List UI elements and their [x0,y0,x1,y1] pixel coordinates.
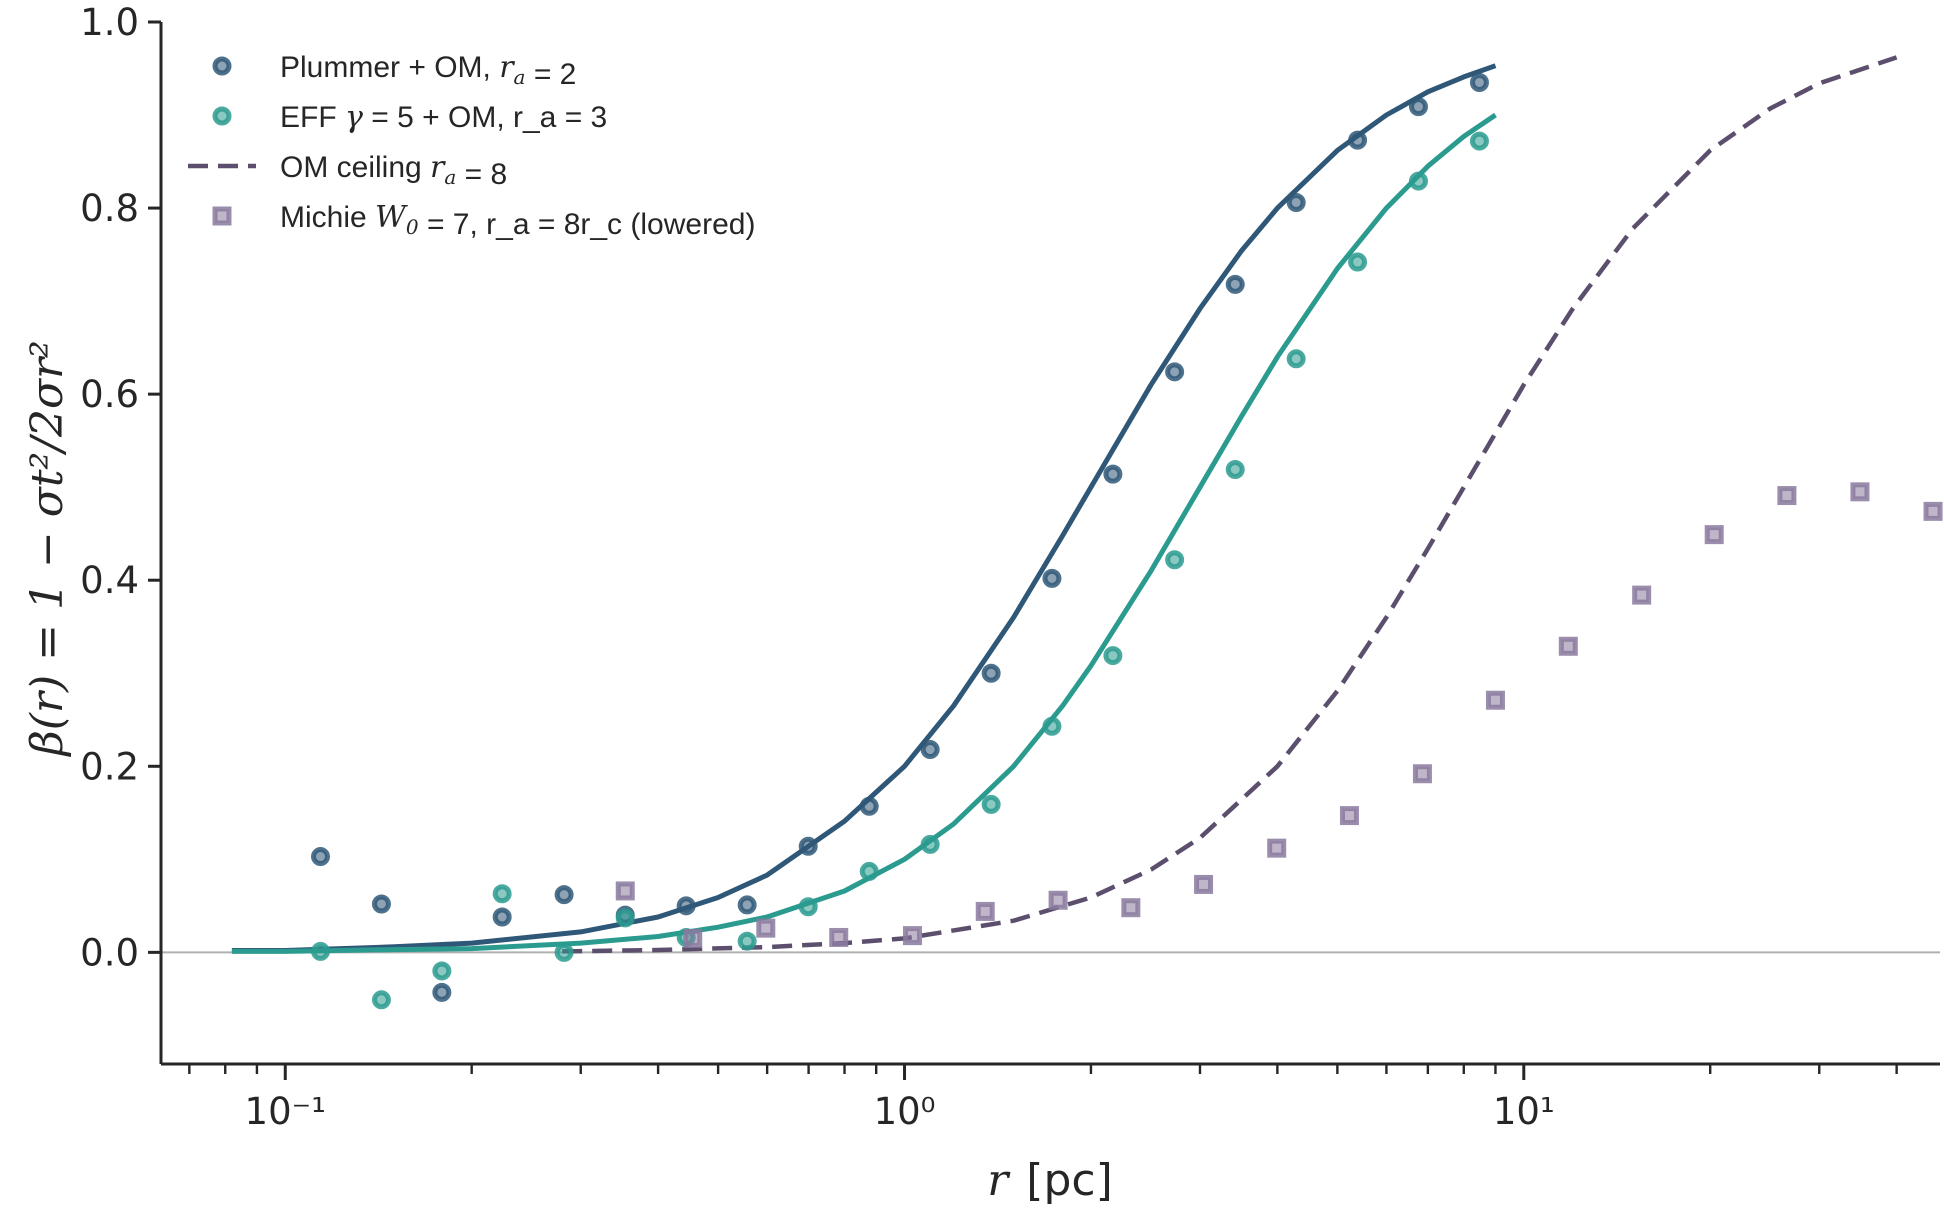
data-point-square [756,918,776,938]
data-point-square [829,927,849,947]
x-axis-label: r [pc] [987,1155,1113,1206]
data-point-circle [859,861,879,881]
y-axis-label: β(r) = 1 − σt²/2σr² [22,340,73,757]
data-point-circle [737,895,757,915]
data-point-circle [1042,716,1062,736]
legend-item-2: OM ceiling ra = 8 [188,150,507,191]
data-point-circle [798,897,818,917]
data-point-square [1558,636,1578,656]
data-point-circle [492,907,512,927]
series-curve-1 [231,112,1497,954]
data-point-circle [1042,568,1062,588]
x-axis-label-unit: [pc] [1026,1155,1112,1206]
legend-item-1: EFF γ = 5 + OM, r_a = 3 [212,100,607,135]
data-point-circle [920,740,940,760]
data-point-square [1777,486,1797,506]
data-point-square [1048,890,1068,910]
data-point-circle [737,931,757,951]
series-curve-2 [562,55,1898,954]
legend-label: EFF γ = 5 + OM, r_a = 3 [280,100,607,135]
data-point-circle [798,836,818,856]
data-point-circle [1286,192,1306,212]
legend-label: OM ceiling ra = 8 [280,150,507,191]
data-point-circle [371,894,391,914]
data-point-square [1632,585,1652,605]
data-point-circle [432,961,452,981]
data-point-circle [371,990,391,1010]
data-point-circle [311,847,331,867]
data-point-square [1704,525,1724,545]
legend-item-0: Plummer + OM, ra = 2 [212,50,576,91]
data-point-square [975,901,995,921]
data-point-circle [615,908,635,928]
axes-layer: 0.0 0.2 0.4 0.6 0.8 1.0 10⁻¹ 10⁰ 10¹ [80,1,1940,1133]
data-point-square [1923,501,1943,521]
data-point-circle [1408,171,1428,191]
y-tick-label: 0.4 [80,559,139,602]
y-tick-label: 0.2 [80,745,139,788]
data-point-square [1194,874,1214,894]
data-point-square [1850,482,1870,502]
data-point-circle [1469,72,1489,92]
legend-marker-square [212,206,232,226]
legend-marker-circle [212,106,232,126]
legend-item-3: Michie W0 = 7, r_a = 8r_c (lowered) [212,200,755,241]
data-point-circle [311,941,331,961]
data-point-circle [1165,362,1185,382]
y-tick-label: 1.0 [80,1,139,44]
data-point-square [1412,764,1432,784]
data-point-circle [1103,646,1123,666]
data-point-square [1485,690,1505,710]
x-axis-label-symbol: r [987,1155,1011,1206]
data-point-square [1267,838,1287,858]
data-point-square [683,928,703,948]
legend-label: Michie W0 = 7, r_a = 8r_c (lowered) [280,200,755,241]
data-point-circle [1225,274,1245,294]
legend-marker-circle [212,56,232,76]
data-point-circle [1408,97,1428,117]
y-tick-label: 0.6 [80,373,139,416]
data-point-circle [554,885,574,905]
y-tick-label: 0.8 [80,187,139,230]
y-tick-label: 0.0 [80,931,139,974]
data-point-circle [1469,131,1489,151]
data-point-square [902,926,922,946]
data-point-circle [492,884,512,904]
data-point-circle [920,834,940,854]
data-point-circle [1103,464,1123,484]
data-point-circle [676,896,696,916]
legend-label: Plummer + OM, ra = 2 [280,50,576,91]
points-layer [311,72,1943,1010]
data-point-circle [859,796,879,816]
data-point-square [615,881,635,901]
data-point-circle [1286,349,1306,369]
data-point-square [1121,898,1141,918]
data-point-circle [554,942,574,962]
data-point-circle [1165,550,1185,570]
legend: Plummer + OM, ra = 2 EFF γ = 5 + OM, r_a … [188,50,755,241]
data-point-circle [981,663,1001,683]
series-curve-0 [231,63,1497,953]
x-tick-label: 10⁻¹ [245,1090,326,1133]
data-point-circle [1348,130,1368,150]
data-point-circle [1348,252,1368,272]
data-point-circle [1225,460,1245,480]
curves-layer [231,55,1898,954]
data-point-square [1339,806,1359,826]
data-point-circle [981,794,1001,814]
x-tick-label: 10¹ [1493,1090,1555,1133]
x-tick-label: 10⁰ [874,1090,936,1133]
data-point-circle [432,982,452,1002]
